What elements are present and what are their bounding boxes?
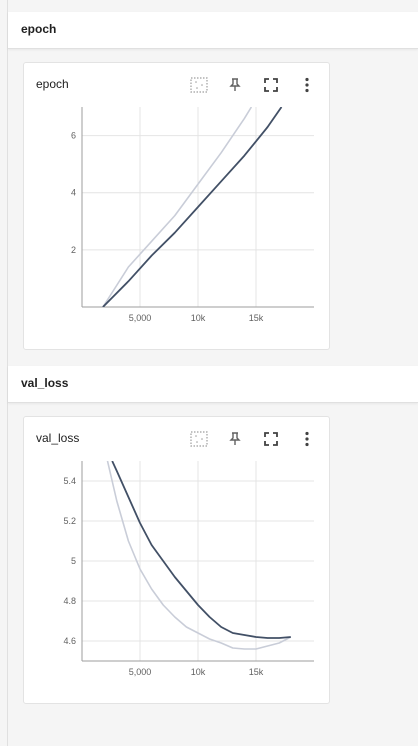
y-tick-label: 6 — [71, 131, 76, 141]
smoothed-series-line — [102, 107, 283, 307]
pin-icon — [229, 78, 241, 91]
x-tick-label: 10k — [191, 313, 206, 323]
fullscreen-button[interactable] — [260, 429, 282, 449]
y-tick-label: 5 — [71, 556, 76, 566]
toggle-y-log-button[interactable] — [188, 429, 210, 449]
pin-button[interactable] — [224, 75, 246, 95]
dotted-square-icon — [190, 431, 208, 447]
dotted-square-icon — [190, 77, 208, 93]
x-tick-label: 15k — [249, 667, 264, 677]
epoch-chart[interactable]: 2 4 6 5,000 10k 15k — [24, 63, 329, 349]
fullscreen-button[interactable] — [260, 75, 282, 95]
left-divider — [7, 0, 8, 746]
y-tick-label: 5.4 — [63, 476, 76, 486]
y-tick-label: 2 — [71, 245, 76, 255]
fullscreen-icon — [264, 78, 278, 92]
section-title: val_loss — [21, 376, 69, 390]
y-tick-label: 4 — [71, 188, 76, 198]
more-vert-icon — [305, 431, 309, 447]
more-options-button[interactable] — [296, 75, 318, 95]
smoothed-series-line — [111, 461, 291, 639]
section-header-epoch[interactable]: epoch — [8, 12, 418, 49]
fullscreen-icon — [264, 432, 278, 446]
x-tick-label: 5,000 — [129, 313, 152, 323]
x-tick-label: 10k — [191, 667, 206, 677]
card-title: val_loss — [36, 431, 80, 445]
toggle-y-log-button[interactable] — [188, 75, 210, 95]
x-tick-label: 15k — [249, 313, 264, 323]
val-loss-chart[interactable]: 4.6 4.8 5 5.2 5.4 5,000 10k 15k — [24, 417, 329, 703]
chart-card-val-loss: val_loss 4.6 4.8 5 5.2 5.4 5,000 10k 15k — [23, 416, 330, 704]
more-options-button[interactable] — [296, 429, 318, 449]
pin-button[interactable] — [224, 429, 246, 449]
raw-series-line — [102, 107, 253, 307]
chart-card-epoch: epoch 2 4 6 5,000 10k 15k — [23, 62, 330, 350]
y-tick-label: 4.6 — [63, 636, 76, 646]
more-vert-icon — [305, 77, 309, 93]
raw-series-line — [106, 461, 292, 650]
y-tick-label: 5.2 — [63, 516, 76, 526]
x-tick-label: 5,000 — [129, 667, 152, 677]
section-title: epoch — [21, 22, 57, 36]
card-title: epoch — [36, 77, 69, 91]
section-header-val-loss[interactable]: val_loss — [8, 366, 418, 403]
y-tick-label: 4.8 — [63, 596, 76, 606]
pin-icon — [229, 432, 241, 445]
